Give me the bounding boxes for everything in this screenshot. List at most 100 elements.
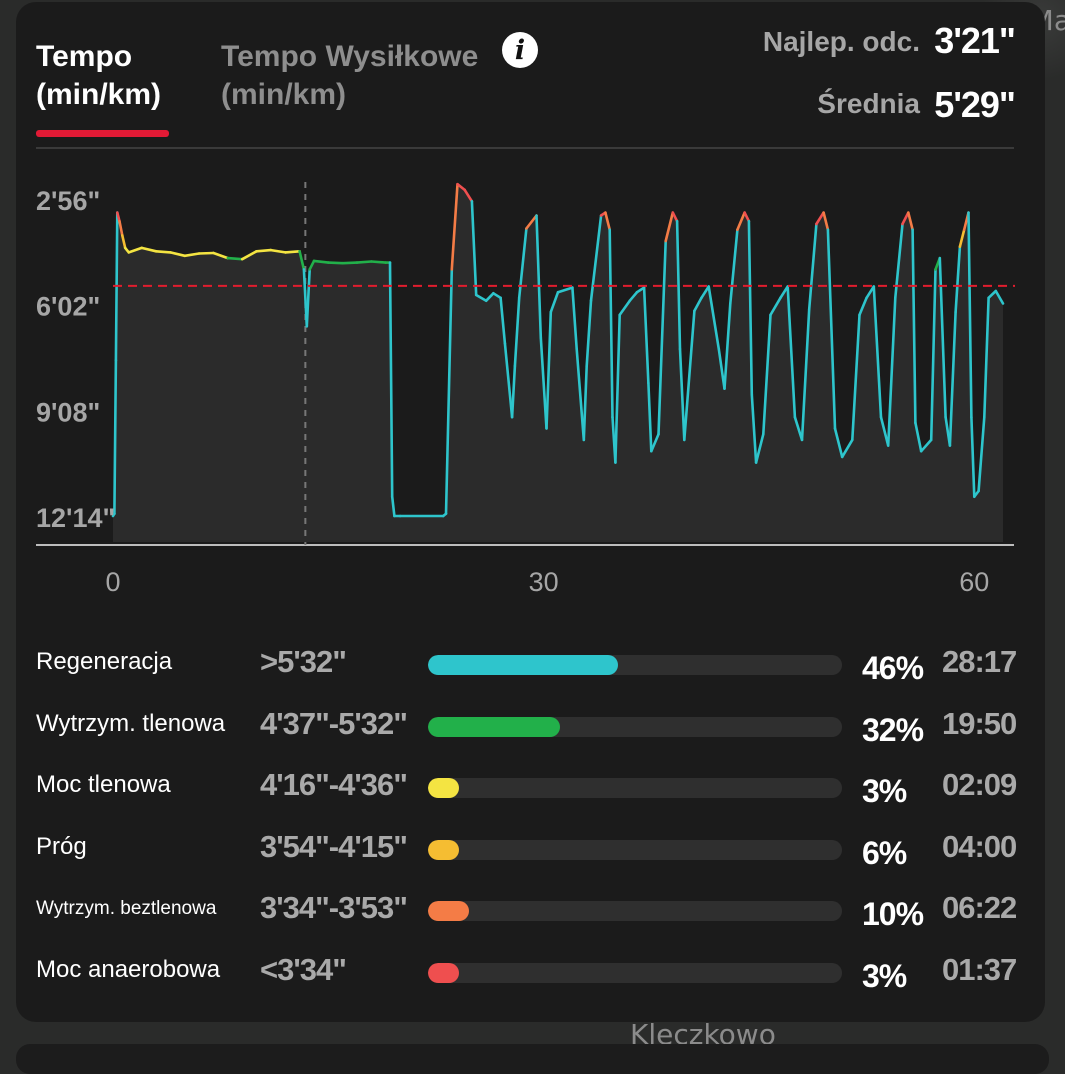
chart-pace-segment [647, 381, 653, 453]
chart-pace-segment [664, 211, 675, 243]
chart-pace-segment [474, 293, 488, 303]
chart-pace-segment [822, 211, 830, 231]
chart-pace-segment [456, 182, 467, 192]
chart-pace-segment [879, 415, 890, 447]
best-split-label: Najlep. odc. [762, 26, 920, 57]
zone-row: Moc tlenowa 4'16"-4'36" 3% 02:09 [36, 767, 1026, 809]
chart-pace-segment [628, 290, 639, 303]
average-label: Średnia [817, 88, 920, 119]
chart-pace-segment [197, 251, 215, 255]
tab-tempo-wysilkowe[interactable]: Tempo Wysiłkowe (min/km) [221, 38, 478, 114]
chart-pace-segment [970, 415, 976, 499]
chart-pace-segment [826, 228, 837, 430]
chart-pace-segment [911, 228, 917, 425]
chart-x-tick-label: 30 [529, 567, 559, 597]
chart-pace-segment [901, 211, 910, 226]
chart-pace-segment [308, 259, 316, 271]
chart-pace-segment [717, 347, 726, 391]
chart-pace-segment [872, 285, 883, 419]
next-card-edge [16, 1044, 1049, 1074]
chart-pace-segment [858, 296, 868, 317]
chart-pace-segment [326, 261, 345, 265]
chart-pace-segment [226, 256, 244, 261]
chart-pace-segment [463, 188, 474, 203]
chart-pace-segment [958, 228, 966, 248]
chart-pace-segment [914, 421, 923, 453]
zone-time: 02:09 [942, 767, 1017, 802]
zone-bar-track [428, 716, 842, 737]
chart-area-fill [113, 184, 1003, 542]
chart-pace-segment [255, 248, 273, 253]
zone-time: 01:37 [942, 951, 1017, 987]
zone-range: 4'37"-5'32" [260, 705, 408, 741]
chart-pace-segment [800, 307, 811, 442]
zone-time: 28:17 [942, 644, 1017, 679]
chart-pace-segment [723, 302, 732, 391]
chart-x-tick-label: 60 [959, 567, 989, 597]
zone-bar-track [428, 901, 842, 921]
chart-pace-segment [121, 234, 127, 250]
chart-pace-segment [728, 228, 739, 305]
info-icon[interactable]: i [502, 32, 538, 68]
zone-bar-fill [428, 839, 460, 860]
chart-pace-segment [556, 286, 574, 294]
chart-pace-segment [967, 211, 973, 419]
tab-tempo[interactable]: Tempo (min/km) [36, 38, 161, 114]
chart-pace-segment [678, 347, 686, 442]
chart-pace-segment [736, 211, 746, 231]
zone-percent: 46% [862, 650, 924, 686]
chart-pace-segment [545, 310, 553, 430]
chart-pace-segment [954, 245, 962, 314]
zone-name: Próg [36, 832, 87, 860]
chart-pace-segment [283, 250, 301, 254]
zone-bar-fill [428, 778, 460, 798]
chart-pace-segment [747, 219, 754, 396]
chart-pace-segment [657, 239, 668, 436]
chart-pace-segment [370, 260, 388, 264]
chart-pace-segment [618, 299, 632, 317]
chart-pace-segment [355, 260, 373, 264]
chart-y-tick-label: 9'08" [36, 397, 100, 427]
chart-pace-segment [549, 290, 560, 314]
chart-pace-segment [994, 289, 1005, 305]
chart-pace-segment [604, 211, 612, 231]
chart-pace-segment [642, 286, 650, 385]
tab-tempo-wysilkowe-title: Tempo Wysiłkowe [221, 40, 479, 73]
chart-pace-segment [865, 285, 876, 300]
chart-pace-segment [492, 291, 502, 300]
zone-range: 4'16"-4'36" [260, 767, 408, 802]
average-value: 5'29" [934, 84, 1016, 125]
chart-pace-segment [700, 285, 711, 300]
chart-pace-segment [779, 285, 790, 300]
tab-tempo-title: Tempo [36, 40, 133, 73]
zone-row: Wytrzym. beztlenowa 3'34"-3'53" 10% 06:22 [36, 890, 1026, 932]
zone-row: Wytrzym. tlenowa 4'37"-5'32" 32% 19:50 [36, 705, 1026, 748]
chart-pace-segment [525, 214, 538, 230]
tab-tempo-wysilkowe-unit: (min/km) [221, 78, 347, 111]
chart-pace-segment [312, 259, 330, 264]
zone-name: Moc tlenowa [36, 771, 171, 798]
chart-pace-segment [589, 214, 603, 303]
pace-card: Tempo (min/km) Tempo Wysiłkowe (min/km) … [16, 2, 1045, 1022]
chart-pace-segment [807, 222, 818, 311]
chart-pace-segment [140, 246, 158, 253]
zone-range: >5'32" [260, 644, 347, 679]
zone-percent: 10% [862, 896, 924, 932]
chart-pace-segment [833, 427, 844, 459]
chart-pace-segment [977, 415, 986, 493]
chart-pace-segment [982, 296, 990, 419]
chart-pace-segment [761, 313, 772, 436]
chart-pace-segment [240, 250, 258, 261]
chart-pace-segment [298, 250, 306, 271]
zone-bar-fill [428, 962, 460, 983]
chart-pace-segment [938, 256, 947, 419]
zone-percent: 32% [862, 711, 924, 748]
zone-bar-fill [428, 716, 561, 737]
chart-pace-segment [750, 393, 758, 464]
chart-pace-segment [154, 250, 172, 254]
zone-name: Wytrzym. beztlenowa [36, 898, 217, 919]
chart-pace-segment [390, 495, 396, 518]
chart-pace-segment [987, 289, 998, 300]
chart-pace-segment [513, 296, 521, 368]
chart-pace-segment [503, 341, 514, 419]
